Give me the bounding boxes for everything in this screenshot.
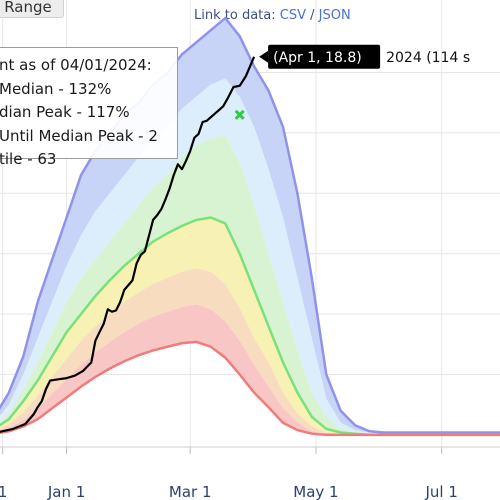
current-season-line [0,56,256,433]
data-links: Link to data: CSV / JSON [194,8,351,23]
x-tick-label: May 1 [293,483,338,500]
x-tick-label: 1 [0,483,7,500]
range-button[interactable]: Range [0,0,64,18]
max-line [0,16,500,434]
series-label: 2024 (114 s [386,50,470,66]
series-lines [0,16,500,437]
band-p90-p75 [0,78,500,435]
x-tick-label: Jul 1 [424,483,457,500]
json-link[interactable]: JSON [318,8,351,23]
x-tick-label: Jan 1 [47,483,85,500]
stats-box: nt as of 04/01/2024: Median - 132% dian … [0,47,178,168]
stats-line-2: Median - 132% [0,79,112,98]
band-p25-p10 [0,268,500,435]
csv-link[interactable]: CSV [279,8,306,23]
tooltip-pointer [259,50,269,63]
min-line [0,340,500,437]
stats-line-4: Until Median Peak - 2 [0,126,158,145]
link-separator: / [310,8,315,23]
chart-marks: (Apr 1, 18.8) 2024 (114 s [234,44,470,120]
tooltip-label: (Apr 1, 18.8) [273,50,362,66]
link-prefix: Link to data: [194,8,276,23]
median-peak-marker [234,109,245,120]
band-p10-min [0,304,500,435]
tooltip-box [268,44,381,69]
stats-line-1: nt as of 04/01/2024: [0,56,152,74]
x-tick-label: Mar 1 [169,483,212,500]
band-median-p25 [0,217,500,435]
stats-line-3: dian Peak - 117% [0,103,130,121]
stats-line-5: tile - 63 [0,150,57,168]
band-p75-median [0,135,500,435]
